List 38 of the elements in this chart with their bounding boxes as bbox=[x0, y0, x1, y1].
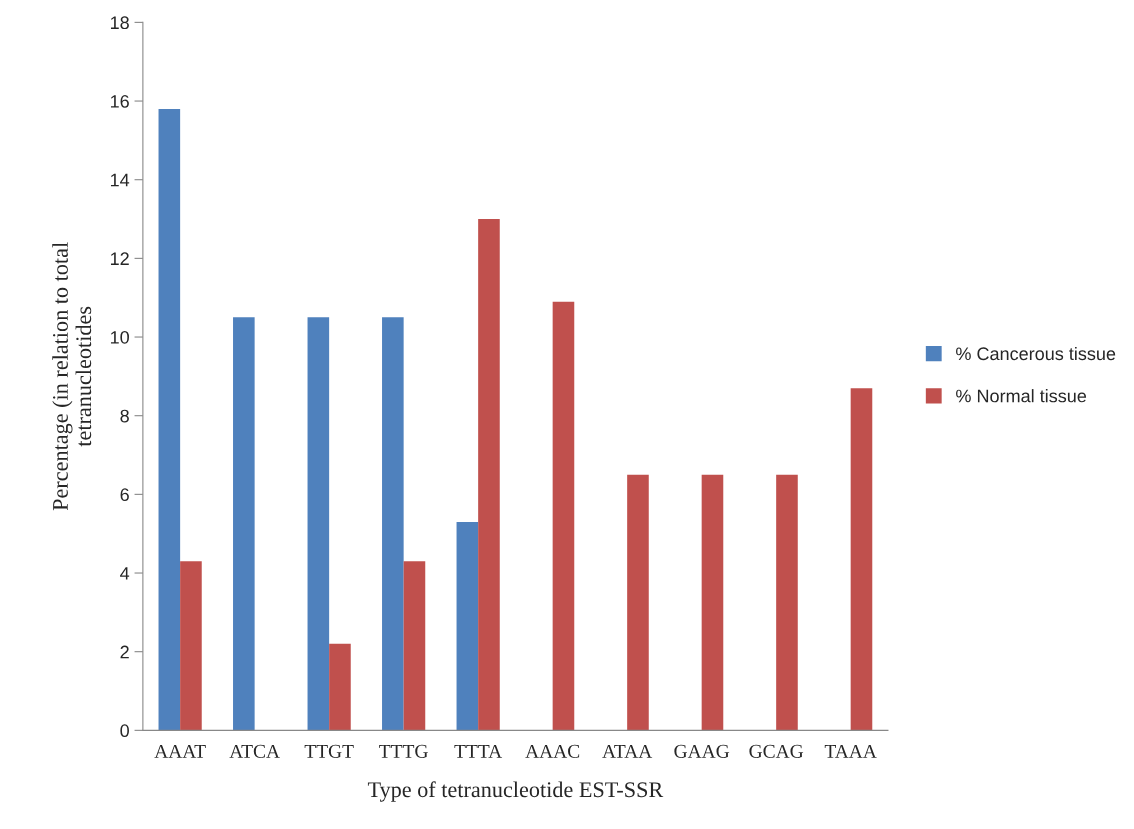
y-tick-label: 18 bbox=[110, 16, 129, 30]
x-tick-label: GCAG bbox=[749, 744, 804, 758]
x-tick-label: GAAG bbox=[674, 744, 730, 758]
y-tick-label: 6 bbox=[120, 488, 129, 502]
bar bbox=[233, 317, 255, 731]
bar bbox=[307, 317, 330, 731]
x-tick-label: TTTA bbox=[454, 744, 503, 758]
x-tick-label: TTTG bbox=[379, 744, 428, 758]
legend-label: % Normal tissue bbox=[956, 389, 1087, 403]
y-tick-label: 4 bbox=[120, 567, 130, 580]
y-tick-label: 14 bbox=[110, 173, 130, 187]
legend-label: % Cancerous tissue bbox=[956, 346, 1116, 361]
x-tick-label: TAAA bbox=[824, 744, 877, 758]
y-tick-label: 12 bbox=[110, 252, 129, 265]
x-tick-label: AAAT bbox=[154, 744, 206, 758]
bar bbox=[382, 317, 404, 731]
bar bbox=[158, 108, 181, 731]
x-tick-label: TTGT bbox=[304, 744, 354, 758]
bar bbox=[552, 301, 575, 731]
bar bbox=[776, 474, 798, 731]
y-tick-label: 2 bbox=[120, 645, 129, 659]
y-tick-label: 16 bbox=[110, 94, 129, 108]
x-tick-label: ATAA bbox=[602, 744, 653, 758]
x-axis-title: Type of tetranucleotide EST-SSR bbox=[367, 781, 664, 802]
y-axis-title: Percentage (in relation to total tetranucleotides bbox=[52, 242, 92, 511]
bar bbox=[403, 561, 426, 731]
bar bbox=[850, 388, 873, 731]
y-tick-label: 10 bbox=[110, 330, 129, 344]
bar bbox=[701, 474, 724, 731]
bar bbox=[180, 561, 202, 731]
x-tick-label: AAAC bbox=[525, 744, 580, 758]
bar bbox=[478, 219, 500, 731]
bar bbox=[456, 521, 479, 731]
bar bbox=[627, 474, 649, 731]
y-tick-label: 8 bbox=[120, 409, 129, 423]
x-tick-label: ATCA bbox=[229, 744, 280, 758]
bar bbox=[329, 643, 351, 731]
y-tick-label: 0 bbox=[120, 724, 129, 738]
